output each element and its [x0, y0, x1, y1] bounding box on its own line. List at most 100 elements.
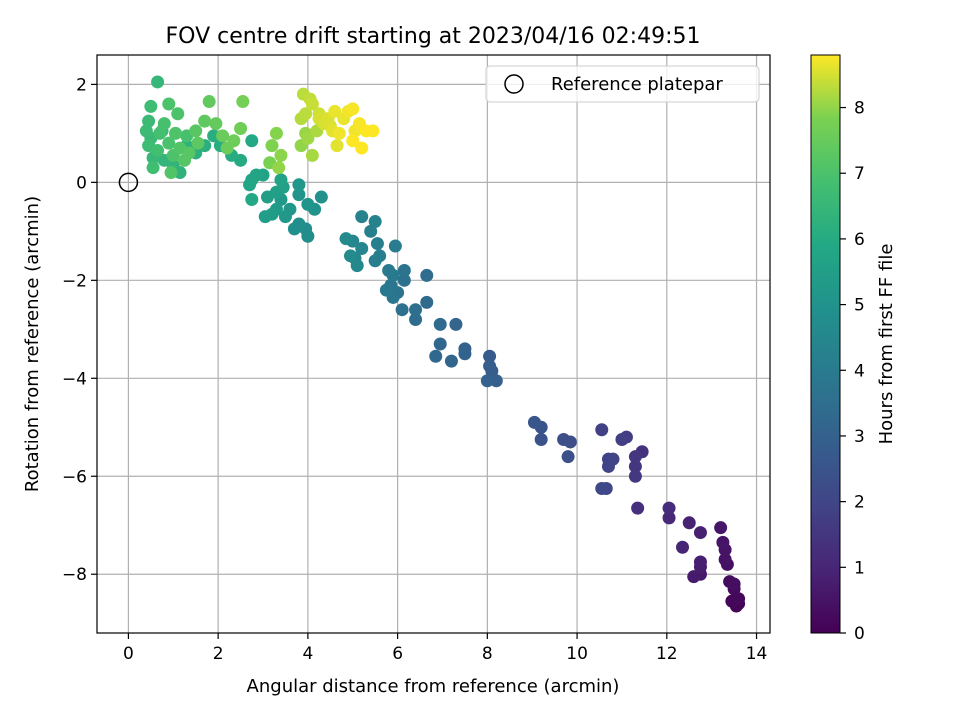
data-point — [355, 210, 369, 224]
data-point — [355, 141, 369, 155]
x-tick-label: 12 — [656, 644, 678, 664]
data-point — [243, 178, 257, 192]
data-point — [182, 146, 196, 160]
data-point — [727, 577, 741, 591]
data-point — [716, 535, 730, 549]
data-point — [157, 117, 171, 131]
data-point — [164, 166, 178, 180]
data-point — [330, 139, 344, 153]
data-point — [615, 433, 629, 447]
data-point — [370, 237, 384, 251]
data-point — [682, 516, 696, 530]
legend-box — [485, 65, 760, 103]
data-point — [433, 317, 447, 331]
data-point — [557, 433, 571, 447]
y-tick-label: −2 — [62, 271, 87, 291]
data-point — [312, 112, 326, 126]
x-tick-label: 8 — [482, 644, 493, 664]
colorbar-tick-label: 2 — [854, 493, 865, 513]
data-points — [139, 75, 746, 613]
data-point — [314, 190, 328, 204]
data-point — [171, 107, 185, 121]
data-point — [287, 222, 301, 236]
data-point — [693, 555, 707, 569]
x-tick-label: 4 — [302, 644, 313, 664]
data-point — [386, 268, 400, 282]
x-tick-label: 0 — [123, 644, 134, 664]
data-point — [561, 450, 575, 464]
colorbar-tick-label: 1 — [854, 558, 865, 578]
data-point — [169, 126, 183, 140]
data-point — [189, 124, 203, 138]
data-point — [162, 97, 176, 111]
data-point — [628, 469, 642, 483]
data-point — [227, 134, 241, 148]
data-point — [483, 349, 497, 363]
data-point — [343, 249, 357, 263]
x-tick-label: 6 — [392, 644, 403, 664]
x-tick-label: 10 — [566, 644, 588, 664]
data-point — [234, 121, 248, 135]
data-point — [429, 349, 443, 363]
data-point — [379, 283, 393, 297]
data-point — [449, 317, 463, 331]
data-point — [151, 144, 165, 158]
x-axis: 0 2 4 6 8 10 12 14 — [123, 633, 767, 664]
data-point — [191, 136, 205, 150]
data-point — [693, 526, 707, 540]
data-point — [209, 117, 223, 131]
data-point — [153, 126, 167, 140]
data-point — [409, 313, 423, 327]
legend-marker — [504, 74, 524, 94]
chart-title: FOV centre drift starting at 2023/04/16 … — [166, 24, 701, 49]
y-axis-label: Rotation from reference (arcmin) — [22, 196, 43, 492]
y-tick-label: −8 — [62, 565, 87, 585]
grid — [97, 55, 770, 633]
data-point — [328, 104, 342, 118]
colorbar-tick-label: 5 — [854, 296, 865, 316]
data-point — [687, 570, 701, 584]
data-point — [628, 459, 642, 473]
data-point — [245, 193, 259, 206]
data-point — [272, 161, 286, 175]
data-point — [444, 354, 458, 368]
data-point — [409, 303, 423, 317]
data-point — [662, 511, 676, 525]
data-point — [714, 521, 728, 535]
data-point — [388, 239, 402, 253]
data-point — [139, 124, 153, 138]
data-point — [458, 347, 472, 361]
data-point — [364, 224, 378, 238]
data-point — [346, 134, 360, 148]
data-point — [299, 107, 313, 121]
data-point — [274, 148, 288, 162]
colorbar-tick-label: 3 — [854, 427, 865, 447]
data-point — [346, 102, 360, 116]
data-point — [301, 131, 315, 145]
data-point — [265, 139, 279, 153]
legend-label: Reference platepar — [551, 74, 723, 95]
data-point — [395, 303, 409, 317]
x-axis-label: Angular distance from reference (arcmin) — [247, 676, 620, 697]
data-point — [480, 374, 494, 388]
plot-frame — [96, 54, 771, 634]
data-point — [151, 75, 165, 89]
data-point — [144, 99, 158, 113]
data-point — [245, 134, 259, 148]
data-point — [368, 215, 382, 229]
reference-marker — [118, 172, 139, 193]
colorbar-gradient — [810, 54, 841, 634]
data-point — [355, 241, 369, 255]
y-axis: 2 0 −2 −4 −6 −8 — [62, 75, 97, 585]
x-tick-label: 14 — [746, 644, 768, 664]
data-point — [676, 540, 690, 554]
data-point — [420, 295, 434, 309]
data-point — [595, 423, 609, 437]
colorbar-tick-label: 6 — [854, 230, 865, 250]
data-point — [292, 188, 306, 202]
data-point — [258, 210, 272, 224]
data-point — [483, 359, 497, 373]
data-point — [278, 210, 292, 224]
data-point — [162, 136, 176, 150]
